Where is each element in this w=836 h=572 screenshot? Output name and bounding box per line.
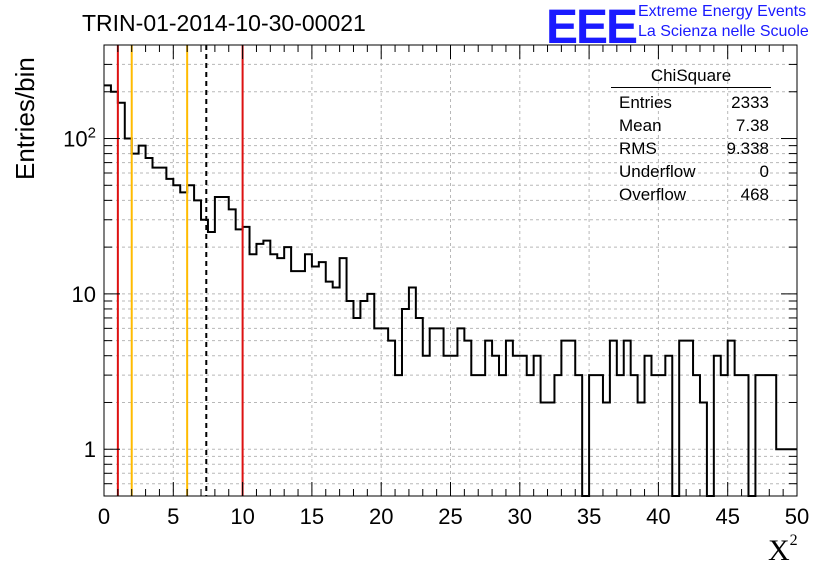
logo-caption: Extreme Energy Events La Scienza nelle S…: [638, 2, 809, 42]
x-tick-label: 15: [300, 504, 324, 529]
stat-row-entries: Entries 2333: [611, 91, 771, 114]
stat-row-rms: RMS 9.338: [611, 137, 771, 160]
stat-label: RMS: [619, 139, 657, 158]
histogram-outline: [104, 84, 797, 497]
x-tick-label: 45: [715, 504, 739, 529]
stat-value: 9.338: [726, 139, 769, 158]
y-tick-label: 102: [63, 125, 96, 152]
x-tick-label: 40: [646, 504, 670, 529]
stat-row-mean: Mean 7.38: [611, 114, 771, 137]
x-axis-label-text: X: [768, 534, 790, 567]
stat-value: 2333: [731, 93, 769, 112]
stat-label: Mean: [619, 116, 662, 135]
x-tick-label: 5: [167, 504, 179, 529]
stats-title: ChiSquare: [611, 66, 771, 88]
x-tick-label: 35: [577, 504, 601, 529]
x-tick-label: 50: [785, 504, 809, 529]
x-tick-label: 0: [98, 504, 110, 529]
stat-row-overflow: Overflow 468: [611, 183, 771, 206]
stat-value: 0: [759, 162, 769, 181]
stat-label: Entries: [619, 93, 672, 112]
y-tick-label: 1: [84, 437, 96, 462]
x-tick-label: 30: [508, 504, 532, 529]
y-tick-label: 10: [72, 282, 96, 307]
stat-label: Overflow: [619, 185, 687, 204]
x-tick-label: 10: [230, 504, 254, 529]
logo-line-1: Extreme Energy Events: [638, 3, 807, 20]
logo-line-2: La Scienza nelle Scuole: [638, 23, 809, 40]
stat-value: 468: [740, 185, 769, 204]
x-tick-label: 25: [438, 504, 462, 529]
eee-logo: EEE: [546, 1, 638, 54]
stat-row-underflow: Underflow 0: [611, 160, 771, 183]
stat-value: 7.38: [735, 116, 769, 135]
stats-box: ChiSquare Entries 2333 Mean 7.38 RMS 9.3…: [611, 66, 771, 206]
x-tick-label: 20: [369, 504, 393, 529]
y-axis-label: Entries/bin: [10, 57, 40, 180]
x-axis-label: X2: [768, 532, 798, 568]
stat-label: Underflow: [619, 162, 696, 181]
x-axis-label-sup: 2: [789, 532, 798, 549]
chart-title: TRIN-01-2014-10-30-00021: [82, 10, 366, 36]
